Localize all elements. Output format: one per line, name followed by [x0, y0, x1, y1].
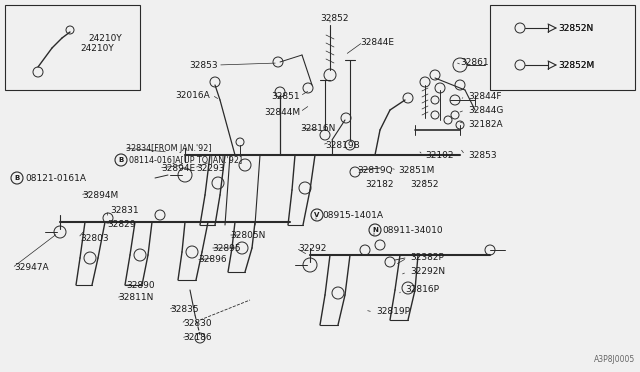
Text: 32844M: 32844M	[264, 108, 300, 116]
Text: 32819P: 32819P	[376, 308, 410, 317]
Text: 32102: 32102	[425, 151, 454, 160]
Text: 24210Y: 24210Y	[88, 33, 122, 42]
Text: 32834[FROM JAN.'92]: 32834[FROM JAN.'92]	[126, 144, 212, 153]
Text: 32835: 32835	[170, 305, 198, 314]
Text: 08915-1401A: 08915-1401A	[322, 211, 383, 219]
Text: 32831: 32831	[110, 205, 139, 215]
Text: 08911-34010: 08911-34010	[382, 225, 443, 234]
Text: B: B	[118, 157, 124, 163]
Bar	[490, 5, 635, 90]
Text: 32182: 32182	[365, 180, 394, 189]
Text: 32852: 32852	[321, 13, 349, 22]
Text: 32844E: 32844E	[360, 38, 394, 46]
Text: 32896: 32896	[198, 256, 227, 264]
Text: 32830: 32830	[183, 320, 212, 328]
Text: 32890: 32890	[126, 280, 155, 289]
Text: 32851: 32851	[271, 92, 300, 100]
Text: 32851M: 32851M	[398, 166, 435, 174]
Text: B: B	[14, 175, 20, 181]
Text: 32853: 32853	[189, 61, 218, 70]
Text: 32852M: 32852M	[558, 61, 595, 70]
Text: N: N	[372, 227, 378, 233]
Text: 32895: 32895	[212, 244, 241, 253]
Text: 32293: 32293	[196, 164, 225, 173]
Text: 32894E: 32894E	[161, 164, 195, 173]
Text: 32803: 32803	[80, 234, 109, 243]
Text: 32292N: 32292N	[410, 267, 445, 276]
Text: 08121-0161A: 08121-0161A	[25, 173, 86, 183]
Text: 32844G: 32844G	[468, 106, 504, 115]
Text: 32016A: 32016A	[175, 90, 210, 99]
Text: 24210Y: 24210Y	[80, 44, 114, 52]
Text: 32852N: 32852N	[558, 23, 593, 32]
Text: 32894M: 32894M	[82, 190, 118, 199]
Text: 32844F: 32844F	[468, 92, 502, 100]
Text: 32816P: 32816P	[405, 285, 439, 295]
Text: 32805N: 32805N	[230, 231, 266, 240]
Text: 32182A: 32182A	[468, 119, 502, 128]
Text: 32819B: 32819B	[325, 141, 360, 150]
Text: 32819Q: 32819Q	[357, 166, 392, 174]
Text: 32811N: 32811N	[118, 294, 154, 302]
Text: 32292: 32292	[298, 244, 326, 253]
Text: 32852: 32852	[411, 180, 439, 189]
Text: 32186: 32186	[183, 334, 212, 343]
Text: 32382P: 32382P	[410, 253, 444, 263]
Text: A3P8J0005: A3P8J0005	[594, 355, 635, 364]
Bar	[5, 5, 140, 90]
Text: 32861: 32861	[460, 58, 488, 67]
Text: 32852N: 32852N	[558, 23, 593, 32]
Text: 32829: 32829	[107, 219, 136, 228]
Text: 08114-016]A[UP TO JAN.'92]: 08114-016]A[UP TO JAN.'92]	[129, 155, 243, 164]
Text: 32816N: 32816N	[300, 124, 335, 132]
Text: 32947A: 32947A	[14, 263, 49, 273]
Text: V: V	[314, 212, 320, 218]
Text: 32852M: 32852M	[558, 61, 595, 70]
Text: 32853: 32853	[468, 151, 497, 160]
